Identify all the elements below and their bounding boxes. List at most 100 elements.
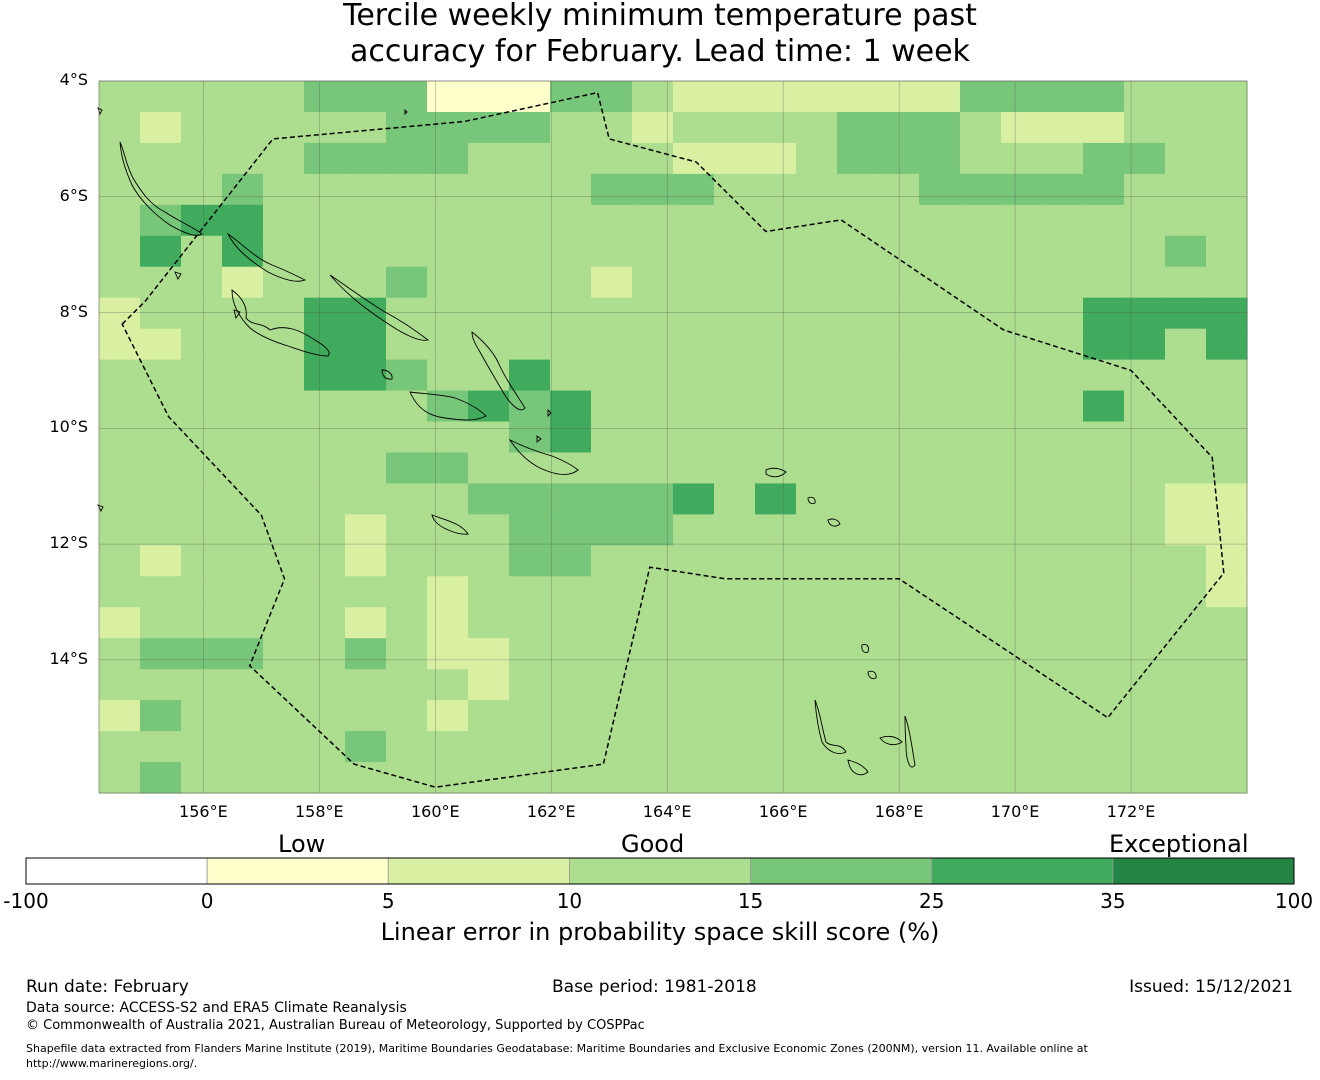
grid-cell: [386, 483, 428, 515]
grid-cell: [1042, 235, 1084, 268]
grid-cell: [181, 81, 223, 113]
grid-cell: [1083, 235, 1125, 268]
grid-cell: [222, 669, 264, 701]
grid-cell: [755, 421, 797, 454]
grid-cell: [345, 762, 387, 794]
grid-cell: [960, 359, 1002, 392]
grid-cell: [427, 731, 469, 763]
grid-cell: [386, 142, 428, 175]
grid-cell: [140, 142, 182, 175]
grid-cell: [1001, 576, 1043, 608]
grid-cell: [345, 545, 387, 577]
grid-cell: [181, 576, 223, 608]
grid-cell: [1206, 173, 1248, 206]
grid-cell: [919, 514, 961, 546]
grid-cell: [345, 731, 387, 763]
grid-cell: [837, 483, 879, 515]
grid-cell: [1124, 142, 1166, 175]
grid-cell: [673, 483, 715, 515]
grid-cell: [427, 297, 469, 330]
grid-cell: [1001, 173, 1043, 206]
grid-cell: [591, 576, 633, 608]
grid-cell: [591, 483, 633, 515]
grid-cell: [345, 452, 387, 485]
grid-cell: [140, 81, 182, 113]
grid-cell: [714, 452, 756, 485]
grid-cell: [99, 576, 141, 608]
grid-cell: [1083, 142, 1125, 175]
grid-cell: [509, 731, 551, 763]
grid-cell: [140, 669, 182, 701]
colorbar-tick-label: 10: [556, 889, 583, 913]
grid-cell: [796, 235, 838, 268]
grid-cell: [755, 111, 797, 144]
grid-cell: [796, 638, 838, 670]
x-tick-label: 160°E: [410, 802, 460, 821]
grid-cell: [263, 576, 305, 608]
grid-cell: [386, 731, 428, 763]
grid-cell: [1001, 669, 1043, 701]
grid-cell: [427, 235, 469, 268]
grid-cell: [386, 762, 428, 794]
grid-cell: [960, 328, 1002, 361]
grid-cell: [1042, 700, 1084, 732]
grid-cell: [304, 111, 346, 144]
grid-cell: [632, 421, 674, 454]
grid-cell: [796, 204, 838, 237]
eez-boundary-line: [121, 91, 1225, 788]
x-tick-label: 162°E: [526, 802, 576, 821]
grid-cell: [140, 638, 182, 670]
grid-cell: [509, 328, 551, 361]
grid-cell: [263, 545, 305, 577]
grid-cell: [509, 173, 551, 206]
grid-cell: [837, 421, 879, 454]
grid-cell: [1042, 483, 1084, 515]
colorbar-segment: [750, 857, 933, 885]
grid-cell: [1206, 142, 1248, 175]
grid-cell: [99, 328, 141, 361]
colorbar-tick-label: 0: [200, 889, 214, 913]
grid-cell: [1124, 762, 1166, 794]
grid-cell: [345, 297, 387, 330]
grid-cell: [796, 731, 838, 763]
grid-cell: [99, 235, 141, 268]
grid-cell: [140, 514, 182, 546]
grid-cell: [1165, 762, 1207, 794]
colorbar-segment: [931, 857, 1114, 885]
colorbar-segment: [387, 857, 570, 885]
grid-cell: [140, 731, 182, 763]
grid-cell: [222, 421, 264, 454]
grid-cell: [181, 111, 223, 144]
grid-cell: [181, 483, 223, 515]
grid-cell: [427, 607, 469, 639]
grid-cell: [714, 762, 756, 794]
grid-cell: [263, 81, 305, 113]
grid-cell: [1001, 607, 1043, 639]
copyright-notice: © Commonwealth of Australia 2021, Austra…: [26, 1018, 645, 1033]
grid-cell: [632, 111, 674, 144]
grid-cell: [263, 700, 305, 732]
grid-cell: [591, 669, 633, 701]
grid-cell: [386, 173, 428, 206]
grid-cell: [1165, 266, 1207, 299]
grid-cell: [1042, 669, 1084, 701]
grid-cell: [263, 359, 305, 392]
grid-cell: [1083, 421, 1125, 454]
grid-cell: [1042, 142, 1084, 175]
grid-cell: [509, 514, 551, 546]
grid-cell: [550, 576, 592, 608]
grid-cell: [878, 638, 920, 670]
y-tick-label: 10°S: [49, 417, 88, 437]
grid-cell: [1001, 235, 1043, 268]
grid-cell: [919, 576, 961, 608]
grid-cell: [919, 235, 961, 268]
grid-cell: [550, 669, 592, 701]
grid-cell: [304, 514, 346, 546]
grid-cell: [714, 328, 756, 361]
grid-cell: [673, 607, 715, 639]
grid-cell: [755, 266, 797, 299]
x-tick-label: 172°E: [1106, 802, 1156, 821]
grid-cell: [140, 576, 182, 608]
grid-cell: [1165, 142, 1207, 175]
grid-cell: [140, 452, 182, 485]
